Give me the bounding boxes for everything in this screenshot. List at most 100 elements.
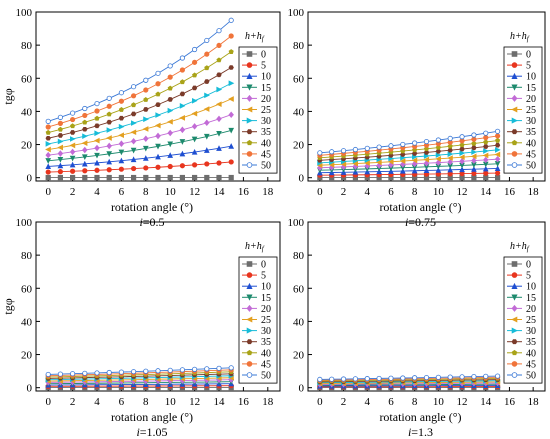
series-line-15 [319,163,498,171]
series-line-5 [48,385,232,387]
data-point-10-8 [142,155,149,161]
data-point-20-7 [130,138,137,145]
legend-item-40: 40 [242,348,271,359]
data-point-15-1 [57,156,64,163]
legend-item-0: 0 [507,50,531,61]
plot-frame [35,11,281,182]
x-tick-label: 4 [365,186,371,198]
data-point-10-15 [494,165,501,172]
data-point-15-6 [118,149,125,156]
legend-marker [246,162,253,168]
data-point-30-14 [216,86,223,93]
data-point-35-11 [447,147,453,153]
caption-value: =1.05 [140,425,168,439]
data-point-5-5 [106,167,112,173]
series-35 [45,65,234,141]
series-line-20 [319,382,498,385]
legend-marker [246,294,253,301]
data-point-25-13 [470,153,477,160]
legend-title: h+hf [245,31,265,43]
legend-item-25: 25 [242,105,271,116]
data-point-10-7 [399,167,406,174]
series-10 [45,143,235,170]
data-point-25-14 [482,152,489,159]
legend-marker [246,51,253,57]
legend-item-15: 15 [242,293,271,304]
series-50 [45,17,234,124]
data-point-50-1 [57,371,64,377]
legend-label: 40 [261,348,271,359]
data-point-50-0 [45,118,51,124]
data-point-50-13 [471,373,477,380]
x-tick-label: 10 [165,396,177,408]
legend-item-5: 5 [242,271,266,282]
series-line-50 [319,375,498,380]
y-tick-label: 0 [299,173,305,185]
series-20 [45,111,234,159]
series-line-40 [48,51,232,134]
data-point-30-14 [483,148,489,154]
data-point-35-0 [45,135,51,141]
data-point-40-15 [495,137,501,143]
legend-item-15: 15 [507,293,536,304]
legend-marker [246,62,253,68]
legend-marker [511,151,518,157]
data-point-50-3 [82,105,88,112]
data-point-25-3 [81,140,88,146]
data-point-35-14 [483,144,489,149]
data-point-0-11 [179,174,185,181]
data-point-35-2 [69,130,76,135]
data-point-0-1 [57,174,64,181]
data-point-45-15 [494,133,501,139]
legend-item-30: 30 [242,116,271,127]
x-tick-label: 6 [119,186,125,198]
data-point-50-4 [364,145,370,151]
data-point-50-13 [471,132,477,138]
data-point-25-4 [364,160,370,166]
data-point-30-8 [412,154,418,160]
plot-frame [35,221,281,392]
data-point-50-6 [388,143,394,149]
data-point-20-2 [69,148,76,156]
data-point-40-14 [483,139,489,145]
data-point-50-1 [329,149,335,155]
data-point-10-10 [167,152,174,158]
y-tick-label: 40 [293,316,305,328]
data-point-50-8 [412,375,418,381]
data-point-20-14 [216,115,222,123]
data-point-15-9 [155,143,161,150]
data-point-50-6 [118,369,125,375]
legend-item-40: 40 [507,348,536,359]
legend-title-main: h+h [245,241,262,252]
data-point-50-10 [435,374,441,380]
data-point-35-14 [216,72,222,78]
data-point-5-0 [45,169,51,175]
data-point-5-8 [143,165,149,171]
y-tick-label: 60 [293,283,305,295]
data-point-50-5 [376,375,382,382]
legend-label: 10 [526,282,536,293]
data-point-5-13 [471,170,477,177]
legend-label: 25 [526,105,536,116]
data-point-30-7 [130,120,137,126]
data-point-35-8 [143,107,149,112]
series-line-20 [319,158,498,169]
data-point-35-15 [228,65,234,70]
x-tick-label: 4 [94,186,100,198]
data-point-5-2 [70,168,76,174]
legend-label: 45 [526,149,536,160]
legend-title-main: h+h [245,31,262,42]
data-point-0-7 [130,174,137,181]
legend-marker [246,304,253,312]
series-line-40 [48,371,232,378]
data-point-20-10 [435,159,442,166]
data-point-50-15 [494,373,501,379]
legend-item-40: 40 [242,138,271,149]
data-point-30-12 [191,97,198,104]
data-point-50-1 [329,376,335,382]
legend-marker [511,72,518,79]
